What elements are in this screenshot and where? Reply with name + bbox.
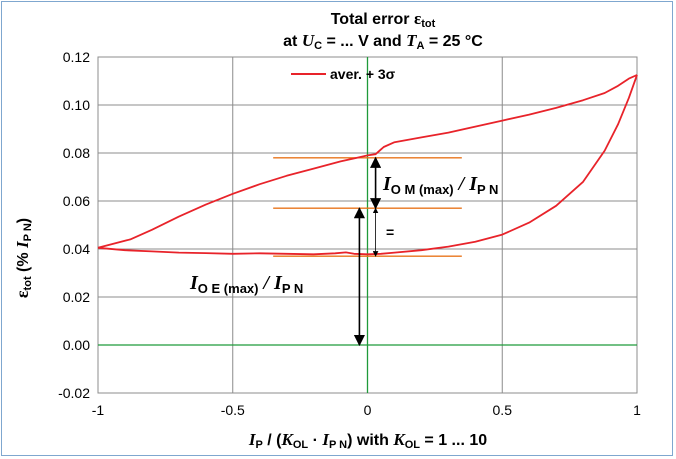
chart-title-line2: at UC = ... V and TA = 25 °C [283, 31, 483, 52]
chart-title-line1: Total error εtot [331, 9, 436, 30]
x-axis-label: IP / (KOL · IP N) with KOL = 1 ... 10 [248, 430, 487, 451]
y-axis-label: εtot (% IP N) [12, 218, 34, 298]
y-tick-label: 0.00 [63, 337, 90, 353]
x-tick-label: 1 [633, 402, 641, 418]
x-tick-label: -0.5 [221, 402, 245, 418]
annotation-equal-sign: = [386, 224, 394, 240]
y-tick-label: 0.10 [63, 97, 90, 113]
y-tick-label: 0.08 [63, 145, 90, 161]
y-tick-label: 0.12 [63, 49, 90, 65]
y-tick-label: 0.02 [63, 289, 90, 305]
y-tick-label: 0.04 [63, 241, 90, 257]
legend-label: aver. + 3σ [330, 66, 396, 82]
annotation-arrows [353, 156, 382, 347]
x-tick-label: -1 [92, 402, 105, 418]
x-tick-label: 0 [364, 402, 372, 418]
legend: aver. + 3σ [291, 66, 396, 82]
reference-lines [273, 157, 462, 257]
annotation-iom: IO M (max) / IP N [382, 173, 498, 197]
annotation-ioe: IO E (max) / IP N [189, 272, 303, 296]
zero-axis-lines [98, 57, 637, 393]
series-curve-upper [97, 74, 638, 249]
tick-labels: -0.02 0.00 0.02 0.04 0.06 0.08 0.10 0.12 -1 -0.5 0… [58, 49, 641, 418]
y-tick-label: -0.02 [58, 385, 90, 401]
y-tick-label: 0.06 [63, 193, 90, 209]
x-tick-label: 0.5 [493, 402, 513, 418]
